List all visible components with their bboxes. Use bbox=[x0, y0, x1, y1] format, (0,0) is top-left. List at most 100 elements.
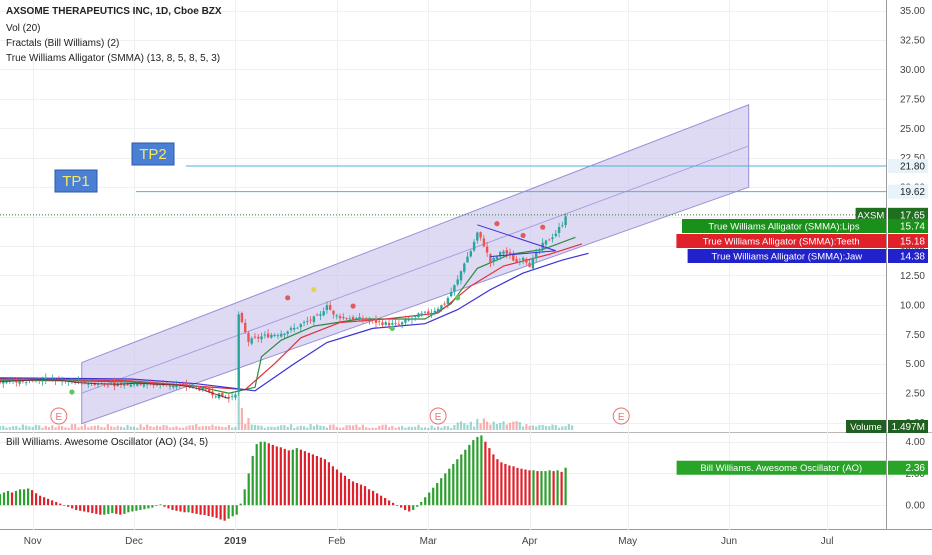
volume-bar bbox=[250, 424, 253, 430]
oscillator-title[interactable]: Bill Williams. Awesome Oscillator (AO) (… bbox=[6, 437, 209, 448]
volume-bar bbox=[338, 427, 342, 430]
ao-bar bbox=[275, 446, 278, 506]
ao-bar bbox=[512, 466, 515, 506]
indicator-fractals[interactable]: Fractals (Bill Williams) (2) bbox=[6, 38, 120, 49]
volume-bar bbox=[70, 424, 73, 430]
volume-bar bbox=[80, 426, 83, 430]
ao-bar bbox=[448, 468, 451, 506]
indicator-alligator[interactable]: True Williams Alligator (SMMA) (13, 8, 5… bbox=[6, 53, 221, 64]
candle-body bbox=[557, 227, 561, 233]
candle-body bbox=[250, 338, 253, 344]
candle-body bbox=[168, 385, 172, 387]
candle-body bbox=[479, 232, 482, 238]
volume-bar bbox=[152, 427, 155, 430]
volume-bar bbox=[479, 423, 482, 430]
volume-bar bbox=[103, 427, 106, 430]
ao-bar bbox=[400, 505, 403, 508]
indicator-volume[interactable]: Vol (20) bbox=[6, 23, 41, 34]
price-label: True Williams Alligator (SMMA):Teeth 15.1… bbox=[676, 234, 928, 248]
candle-body bbox=[306, 321, 309, 322]
ao-bar bbox=[211, 505, 214, 517]
ao-bar bbox=[219, 505, 222, 520]
candle-body bbox=[5, 381, 8, 383]
candle-body bbox=[87, 383, 90, 385]
ao-bar bbox=[392, 502, 395, 506]
earnings-marker: E bbox=[429, 407, 447, 425]
volume-bar bbox=[394, 427, 397, 430]
time-axis-tick: Apr bbox=[522, 536, 538, 547]
ao-bar bbox=[420, 502, 423, 506]
candle-body bbox=[289, 328, 293, 330]
ao-bar bbox=[2, 492, 6, 506]
volume-bar bbox=[437, 426, 440, 430]
ao-bar bbox=[6, 490, 10, 506]
time-axis-tick: Mar bbox=[420, 536, 438, 547]
candle-body bbox=[283, 333, 286, 335]
candle-body bbox=[391, 323, 394, 325]
candle-body bbox=[561, 225, 564, 227]
volume-bar bbox=[168, 427, 172, 430]
volume-bar bbox=[417, 424, 420, 430]
volume-bar bbox=[113, 427, 116, 430]
ao-bar bbox=[143, 505, 146, 510]
volume-bar bbox=[74, 424, 77, 430]
volume-bar bbox=[38, 425, 41, 430]
ao-bar bbox=[251, 456, 254, 506]
candle-body bbox=[440, 305, 443, 311]
candle-body bbox=[293, 327, 296, 330]
ao-bar bbox=[376, 493, 379, 506]
fractal-marker bbox=[540, 224, 546, 230]
earnings-marker: E bbox=[50, 407, 68, 425]
candle-body bbox=[476, 232, 479, 241]
candle-body bbox=[178, 383, 181, 385]
ao-bar bbox=[171, 505, 174, 510]
volume-bar bbox=[0, 426, 2, 430]
ao-bar bbox=[247, 473, 250, 506]
earnings-marker-label: E bbox=[435, 412, 442, 423]
price-axis-tick: 22.50 bbox=[900, 153, 925, 164]
ao-bar bbox=[0, 494, 2, 506]
candle-body bbox=[544, 240, 548, 245]
volume-bar bbox=[21, 424, 24, 430]
time-axis-tick: May bbox=[618, 536, 637, 547]
ao-bar bbox=[215, 505, 218, 518]
volume-bar bbox=[309, 424, 312, 430]
ao-bar bbox=[119, 505, 122, 515]
volume-bar bbox=[541, 424, 544, 430]
volume-bar bbox=[185, 426, 188, 430]
candle-body bbox=[528, 263, 531, 267]
volume-bar bbox=[371, 427, 374, 430]
volume-bar bbox=[332, 424, 335, 430]
ao-bar bbox=[283, 448, 286, 506]
volume-bar bbox=[155, 425, 158, 430]
candle-body bbox=[397, 324, 401, 325]
volume-bar bbox=[522, 426, 525, 430]
candle-body bbox=[365, 318, 368, 321]
volume-bar bbox=[430, 425, 433, 430]
time-axis-tick: 2019 bbox=[224, 536, 247, 547]
volume-bar bbox=[142, 427, 145, 430]
price-label-name-bg bbox=[687, 249, 886, 263]
volume-bar bbox=[571, 425, 574, 430]
candle-body bbox=[31, 380, 34, 382]
ao-bar bbox=[199, 505, 202, 515]
volume-bar bbox=[558, 427, 561, 430]
candle-body bbox=[420, 313, 423, 316]
ao-bar bbox=[299, 449, 302, 506]
volume-bar bbox=[476, 418, 479, 430]
ao-bar bbox=[195, 505, 198, 514]
candle-body bbox=[427, 311, 430, 314]
volume-bar bbox=[100, 426, 103, 430]
ao-bar bbox=[331, 466, 334, 506]
volume-label-value: 1.497M bbox=[892, 422, 925, 433]
candle-body bbox=[172, 385, 175, 388]
ao-bar bbox=[440, 478, 443, 506]
candle-body bbox=[106, 385, 110, 387]
candle-body bbox=[378, 321, 381, 323]
candle-body bbox=[515, 259, 518, 263]
candle-body bbox=[407, 319, 410, 321]
ao-bar bbox=[508, 465, 511, 506]
ao-bar bbox=[452, 463, 455, 506]
